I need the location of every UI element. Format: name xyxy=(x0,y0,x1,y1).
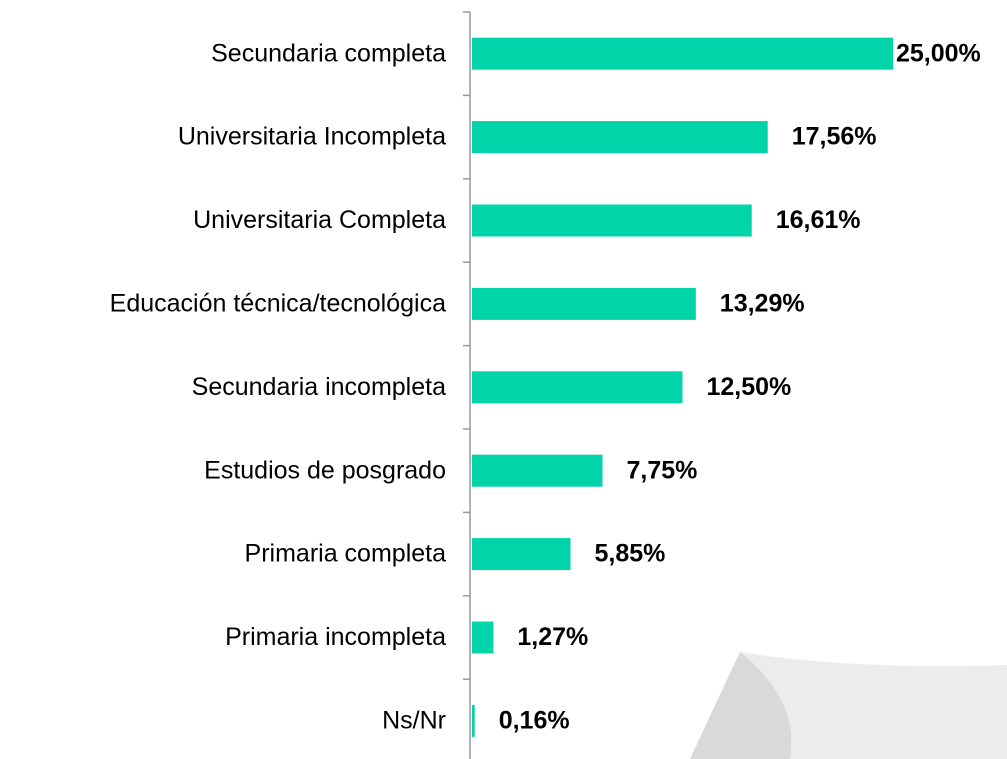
value-label: 13,29% xyxy=(720,290,805,318)
value-label: 25,00% xyxy=(896,39,981,67)
bar xyxy=(472,704,475,737)
category-label: Educación técnica/tecnológica xyxy=(110,290,446,318)
bar xyxy=(472,621,494,654)
value-label: 7,75% xyxy=(627,456,698,484)
category-label: Secundaria completa xyxy=(211,39,446,67)
bar xyxy=(472,287,696,320)
category-label: Secundaria incompleta xyxy=(192,373,446,401)
bar xyxy=(472,371,683,404)
value-label: 12,50% xyxy=(707,373,792,401)
category-label: Primaria completa xyxy=(245,540,447,568)
value-label: 0,16% xyxy=(499,707,570,735)
value-label: 16,61% xyxy=(776,206,861,234)
category-label: Universitaria Completa xyxy=(193,206,446,234)
bar xyxy=(472,121,768,154)
category-label: Estudios de posgrado xyxy=(204,456,446,484)
bar xyxy=(472,204,752,237)
bar xyxy=(472,454,603,487)
category-label: Universitaria Incompleta xyxy=(178,123,446,151)
category-label: Primaria incompleta xyxy=(225,623,446,651)
bar xyxy=(472,37,893,70)
value-label: 5,85% xyxy=(595,540,666,568)
value-label: 1,27% xyxy=(517,623,588,651)
page-curl-shadow xyxy=(690,652,792,759)
bar xyxy=(472,538,571,571)
category-label: Ns/Nr xyxy=(382,707,446,735)
value-label: 17,56% xyxy=(792,123,877,151)
